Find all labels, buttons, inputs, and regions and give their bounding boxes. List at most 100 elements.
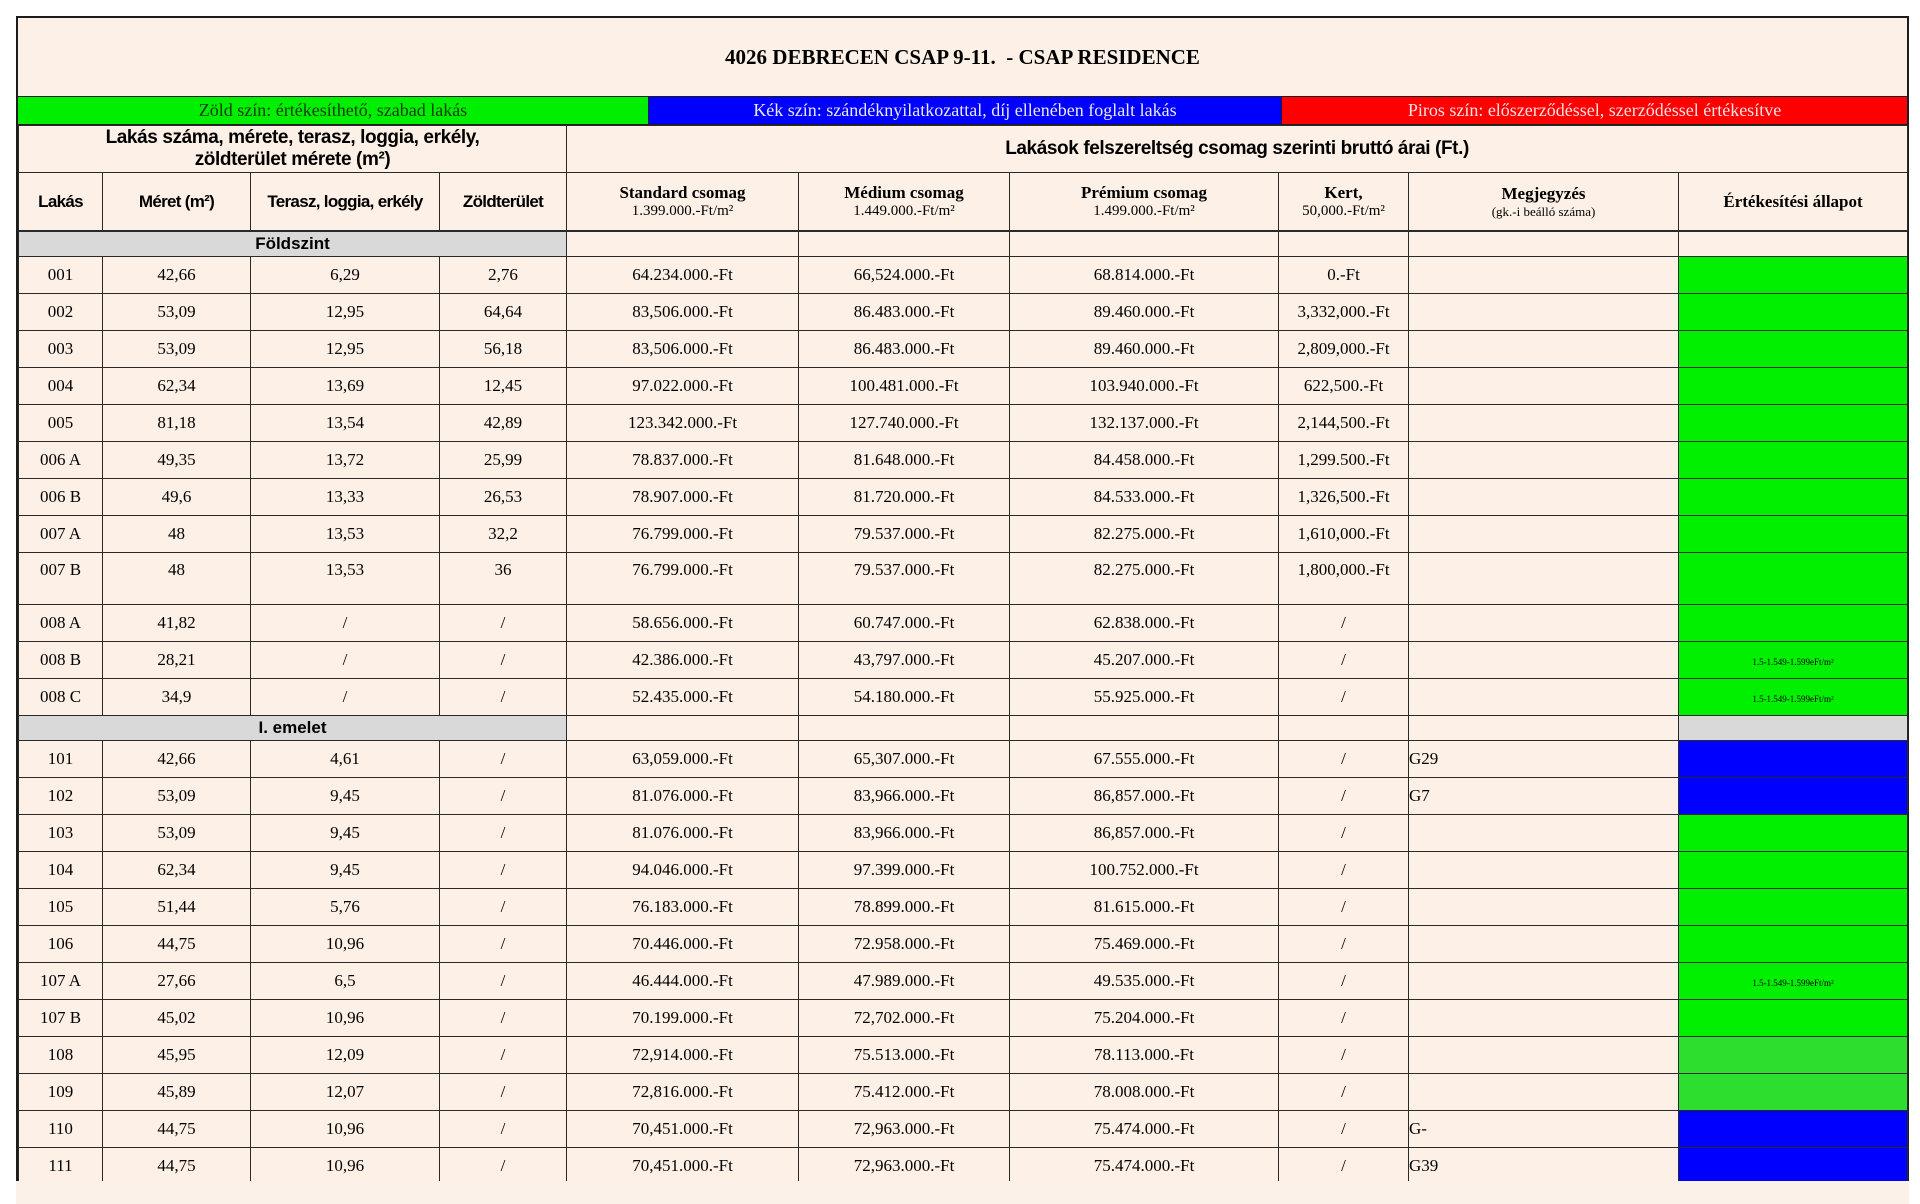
apartment-row: 007 A 48 13,53 32,2 76.799.000.-Ft 79.537.000… [18, 514, 1909, 553]
group-header-right: Lakások felszereltség csomag szerinti br… [565, 125, 1909, 173]
cell-medium-price: 75.412.000.-Ft [798, 1072, 1010, 1111]
cell-standard-price: 78.837.000.-Ft [566, 440, 799, 479]
cell-sales-status [1677, 551, 1909, 605]
cell-meret: 62,34 [102, 850, 251, 889]
apartment-row: 004 62,34 13,69 12,45 97.022.000.-Ft 100.481.… [18, 366, 1909, 405]
floor-section-empty-cell [566, 714, 799, 741]
cell-megjegyzes [1408, 850, 1679, 889]
cell-standard-price: 83,506.000.-Ft [566, 329, 799, 368]
cell-zoldterulet: / [439, 887, 567, 926]
cell-standard-price: 42.386.000.-Ft [566, 640, 799, 679]
apartment-price-table: Lakás száma, mérete, terasz, loggia, erk… [18, 125, 1909, 1185]
cell-premium-price: 62.838.000.-Ft [1009, 603, 1279, 642]
cell-standard-price: 70.446.000.-Ft [566, 924, 799, 963]
apartment-row: 008 C 34,9//52.435.000.-Ft 54.180.000.-Ft 5… [18, 677, 1909, 716]
cell-premium-price: 84.458.000.-Ft [1009, 440, 1279, 479]
cell-meret: 48 [102, 551, 251, 605]
col-header-terasz: Terasz, loggia, erkély [250, 172, 440, 232]
cell-sales-status [1677, 329, 1909, 368]
cell-medium-price: 72,702.000.-Ft [798, 998, 1010, 1037]
legend: Zöld szín: értékesíthető, szabad lakás K… [18, 96, 1907, 125]
cell-standard-price: 72,914.000.-Ft [566, 1035, 799, 1074]
cell-kert-price: / [1278, 776, 1409, 815]
apartment-row: 103 53,09 9,45/81.076.000.-Ft 83,966.000.-F… [18, 813, 1909, 852]
cell-medium-price: 72,963.000.-Ft [798, 1109, 1010, 1148]
cell-sales-status [1677, 440, 1909, 479]
floor-section-label: I. emelet [18, 714, 567, 741]
cell-medium-price: 47.989.000.-Ft [798, 961, 1010, 1000]
cell-zoldterulet: / [439, 850, 567, 889]
cell-premium-price: 103.940.000.-Ft [1009, 366, 1279, 405]
cell-meret: 48 [102, 514, 251, 553]
cell-kert-price: / [1278, 677, 1409, 716]
cell-zoldterulet: 26,53 [439, 477, 567, 516]
cell-meret: 53,09 [102, 292, 251, 331]
cell-megjegyzes [1408, 366, 1679, 405]
apartment-row: 110 44,75 10,96/70,451.000.-Ft 72,963.000.-… [18, 1109, 1909, 1148]
cell-kert-price: / [1278, 998, 1409, 1037]
apartment-row: 107 A 27,66 6,5/46.444.000.-Ft 47.989.000.-… [18, 961, 1909, 1000]
apartment-row: 006 A 49,35 13,72 25,99 78.837.000.-Ft 81.648… [18, 440, 1909, 479]
cell-terasz: 13,53 [250, 514, 440, 553]
cell-lakas: 110 [18, 1109, 103, 1148]
cell-kert-price: 1,326,500.-Ft [1278, 477, 1409, 516]
cell-kert-price: / [1278, 961, 1409, 1000]
apartment-row: 001 42,66 6,29 2,76 64.234.000.-Ft 66,524.000… [18, 255, 1909, 294]
cell-zoldterulet: / [439, 1035, 567, 1074]
cell-lakas: 008 C [18, 677, 103, 716]
floor-section-empty-cell [1009, 714, 1279, 741]
cell-terasz: / [250, 603, 440, 642]
apartment-row: 007 B 48 13,53 36 76.799.000.-Ft 79.537.000.-… [18, 551, 1909, 605]
cell-terasz: 13,54 [250, 403, 440, 442]
cell-zoldterulet: / [439, 924, 567, 963]
cell-megjegyzes: G29 [1408, 739, 1679, 778]
cell-meret: 45,89 [102, 1072, 251, 1111]
cell-zoldterulet: 64,64 [439, 292, 567, 331]
cell-standard-price: 76.799.000.-Ft [566, 551, 799, 605]
cell-meret: 41,82 [102, 603, 251, 642]
floor-section-empty-cell [1278, 230, 1409, 257]
cell-premium-price: 67.555.000.-Ft [1009, 739, 1279, 778]
cell-terasz: 13,69 [250, 366, 440, 405]
cell-terasz: 12,07 [250, 1072, 440, 1111]
cell-premium-price: 78.008.000.-Ft [1009, 1072, 1279, 1111]
cell-lakas: 008 A [18, 603, 103, 642]
column-header-row: Lakás Méret (m²) Terasz, loggia, erkély … [18, 172, 1909, 232]
cell-kert-price: 3,332,000.-Ft [1278, 292, 1409, 331]
cell-meret: 53,09 [102, 776, 251, 815]
floor-section-empty-cell [1408, 714, 1679, 741]
cell-medium-price: 43,797.000.-Ft [798, 640, 1010, 679]
cell-premium-price: 55.925.000.-Ft [1009, 677, 1279, 716]
cell-kert-price: / [1278, 603, 1409, 642]
cell-megjegyzes [1408, 640, 1679, 679]
floor-section-empty-cell [566, 230, 799, 257]
apartment-row: 102 53,09 9,45/81.076.000.-Ft 83,966.000.-F… [18, 776, 1909, 815]
cell-terasz: 12,95 [250, 329, 440, 368]
cell-medium-price: 75.513.000.-Ft [798, 1035, 1010, 1074]
cell-kert-price: 0.-Ft [1278, 255, 1409, 294]
cell-megjegyzes [1408, 603, 1679, 642]
cell-standard-price: 78.907.000.-Ft [566, 477, 799, 516]
cell-zoldterulet: / [439, 677, 567, 716]
cell-medium-price: 72,963.000.-Ft [798, 1146, 1010, 1185]
cell-terasz: 9,45 [250, 850, 440, 889]
cell-standard-price: 97.022.000.-Ft [566, 366, 799, 405]
cell-standard-price: 52.435.000.-Ft [566, 677, 799, 716]
cell-terasz: 13,33 [250, 477, 440, 516]
floor-section-empty-cell [798, 714, 1010, 741]
cell-meret: 49,6 [102, 477, 251, 516]
cell-zoldterulet: / [439, 998, 567, 1037]
cell-medium-price: 79.537.000.-Ft [798, 514, 1010, 553]
cell-lakas: 107 A [18, 961, 103, 1000]
cell-sales-status [1677, 477, 1909, 516]
cell-sales-status [1677, 403, 1909, 442]
cell-meret: 44,75 [102, 1146, 251, 1185]
cell-medium-price: 79.537.000.-Ft [798, 551, 1010, 605]
apartment-row: 106 44,75 10,96/70.446.000.-Ft 72.958.000.-… [18, 924, 1909, 963]
col-header-megjegyzes: Megjegyzés (gk.-i beálló száma) [1408, 172, 1679, 232]
cell-kert-price: / [1278, 924, 1409, 963]
cell-premium-price: 78.113.000.-Ft [1009, 1035, 1279, 1074]
col-header-standard: Standard csomag 1.399.000.-Ft/m² [566, 172, 799, 232]
cell-standard-price: 64.234.000.-Ft [566, 255, 799, 294]
floor-section-row: Földszint [18, 230, 1909, 257]
